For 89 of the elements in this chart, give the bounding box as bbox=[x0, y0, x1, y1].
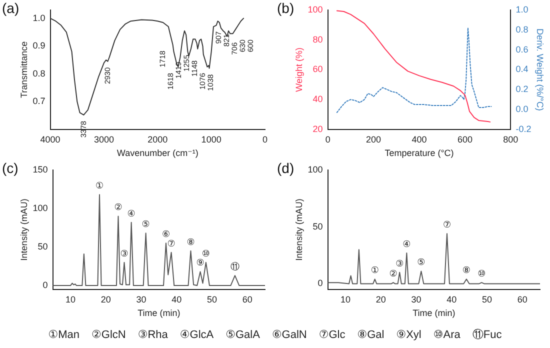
annotation: ⑥ bbox=[162, 229, 170, 240]
x-tick-label: 400 bbox=[412, 134, 427, 144]
text: ⑤GalA bbox=[226, 328, 260, 340]
x-tick-label: 0 bbox=[262, 134, 268, 144]
annotation: ⑦ bbox=[167, 238, 176, 248]
line-series bbox=[336, 27, 492, 113]
x-tick-label: 40 bbox=[446, 294, 457, 304]
y-tick-label: 150 bbox=[32, 164, 48, 174]
text: ⑪Fuc bbox=[472, 328, 502, 342]
annotation: ⑤ bbox=[142, 219, 150, 230]
y-axis-title: Weight (%) bbox=[294, 48, 304, 92]
y2-tick-label: 0.6 bbox=[516, 44, 528, 54]
y-tick-label: 0.7 bbox=[32, 96, 46, 106]
y-tick-label: 0.8 bbox=[32, 68, 46, 78]
y-tick-label: 60 bbox=[312, 64, 323, 74]
x-axis-title: Temperature (°C) bbox=[384, 148, 454, 158]
y2-tick-label: 0.8 bbox=[516, 24, 528, 34]
x-tick-label: 30 bbox=[136, 294, 146, 304]
annotation: ③ bbox=[120, 248, 128, 258]
x-tick-label: 40 bbox=[172, 294, 182, 304]
y2-tick-label: 0.4 bbox=[516, 64, 528, 74]
annotation: ① bbox=[370, 265, 379, 276]
x-tick-label: 3000 bbox=[94, 134, 114, 144]
annotation: ⑩ bbox=[478, 268, 486, 279]
x-tick-label: 800 bbox=[503, 134, 518, 144]
x-tick-label: 20 bbox=[376, 294, 386, 304]
x-tick-label: 10 bbox=[65, 294, 76, 304]
y-axis-title: Intensity (mAU) bbox=[294, 198, 304, 261]
chart-title: (a) bbox=[2, 0, 20, 16]
text: ⑨Xyl bbox=[396, 328, 422, 340]
y2-tick-label: 0.0 bbox=[516, 104, 528, 114]
chart-title: (c) bbox=[2, 160, 18, 176]
x-tick-label: 60 bbox=[242, 294, 252, 304]
annotation: ④ bbox=[127, 208, 136, 218]
annotation: ④ bbox=[402, 238, 411, 249]
y-tick-label: 20 bbox=[312, 124, 323, 134]
x-tick-label: 30 bbox=[411, 294, 422, 304]
chart-title: (b) bbox=[277, 0, 294, 16]
y-tick-label: 0.9 bbox=[32, 40, 46, 51]
y-tick-label: 100 bbox=[308, 164, 323, 174]
text: ⑧Gal bbox=[357, 328, 384, 340]
annotation: ⑪ bbox=[230, 262, 240, 272]
chart-title: (d) bbox=[277, 160, 294, 176]
y-axis-title: Intensity (mAU) bbox=[18, 198, 29, 261]
annotation: ⑦ bbox=[442, 220, 452, 230]
annotation: ⑩ bbox=[202, 248, 210, 258]
x-axis-title: Wavenumber (cm⁻¹) bbox=[116, 148, 198, 158]
x-tick-label: 10 bbox=[340, 294, 351, 304]
y-tick-label: 80 bbox=[312, 34, 323, 44]
x-tick-label: 50 bbox=[482, 294, 492, 304]
y2-tick-label: 0.2 bbox=[516, 84, 528, 94]
x-tick-label: 50 bbox=[206, 294, 217, 304]
x-tick-label: 4000 bbox=[40, 134, 60, 144]
y-tick-label: 40 bbox=[312, 94, 323, 104]
text: ⑦Glc bbox=[318, 328, 346, 340]
y-tick-label: 100 bbox=[308, 4, 323, 14]
y2-tick-label: 1.0 bbox=[516, 4, 528, 14]
x-tick-label: 1000 bbox=[201, 134, 222, 144]
x-tick-label: 60 bbox=[517, 294, 528, 304]
annotation: ② bbox=[114, 202, 122, 212]
annotation: ① bbox=[95, 180, 104, 191]
y-tick-label: 0 bbox=[318, 278, 323, 288]
annotation: ⑨ bbox=[196, 258, 204, 268]
annotation: ⑧ bbox=[186, 236, 195, 247]
y-tick-label: 50 bbox=[312, 221, 323, 232]
x-tick-label: 0 bbox=[325, 134, 330, 144]
x-tick-label: 200 bbox=[366, 134, 382, 144]
x-tick-label: 600 bbox=[457, 134, 472, 144]
y-tick-label: 100 bbox=[32, 203, 48, 213]
text: ⑥GalN bbox=[272, 328, 307, 340]
text: ②GlcN bbox=[92, 328, 126, 340]
text: ①Man bbox=[48, 328, 80, 340]
y2-tick-label: -0.2 bbox=[516, 124, 532, 134]
x-tick-label: 2000 bbox=[148, 134, 168, 144]
annotation: ③ bbox=[396, 258, 404, 268]
y2-axis-title: Deriv. Weight (%/°C) bbox=[535, 28, 546, 111]
y-tick-label: 1.0 bbox=[32, 12, 46, 23]
x-tick-label: 20 bbox=[100, 294, 111, 304]
annotation: ⑧ bbox=[462, 265, 470, 276]
text: ④GlcA bbox=[180, 328, 214, 340]
y-axis-title: Transmittance bbox=[18, 41, 29, 98]
y-tick-label: 0 bbox=[42, 280, 48, 290]
x-axis-title: Time (min) bbox=[412, 308, 456, 318]
y-tick-label: 50 bbox=[38, 242, 48, 252]
text: ⑩Ara bbox=[433, 328, 460, 340]
x-axis-title: Time (min) bbox=[138, 308, 180, 318]
text: ③Rha bbox=[138, 328, 168, 340]
annotation: ② bbox=[389, 268, 398, 279]
annotation: ⑤ bbox=[417, 257, 426, 268]
